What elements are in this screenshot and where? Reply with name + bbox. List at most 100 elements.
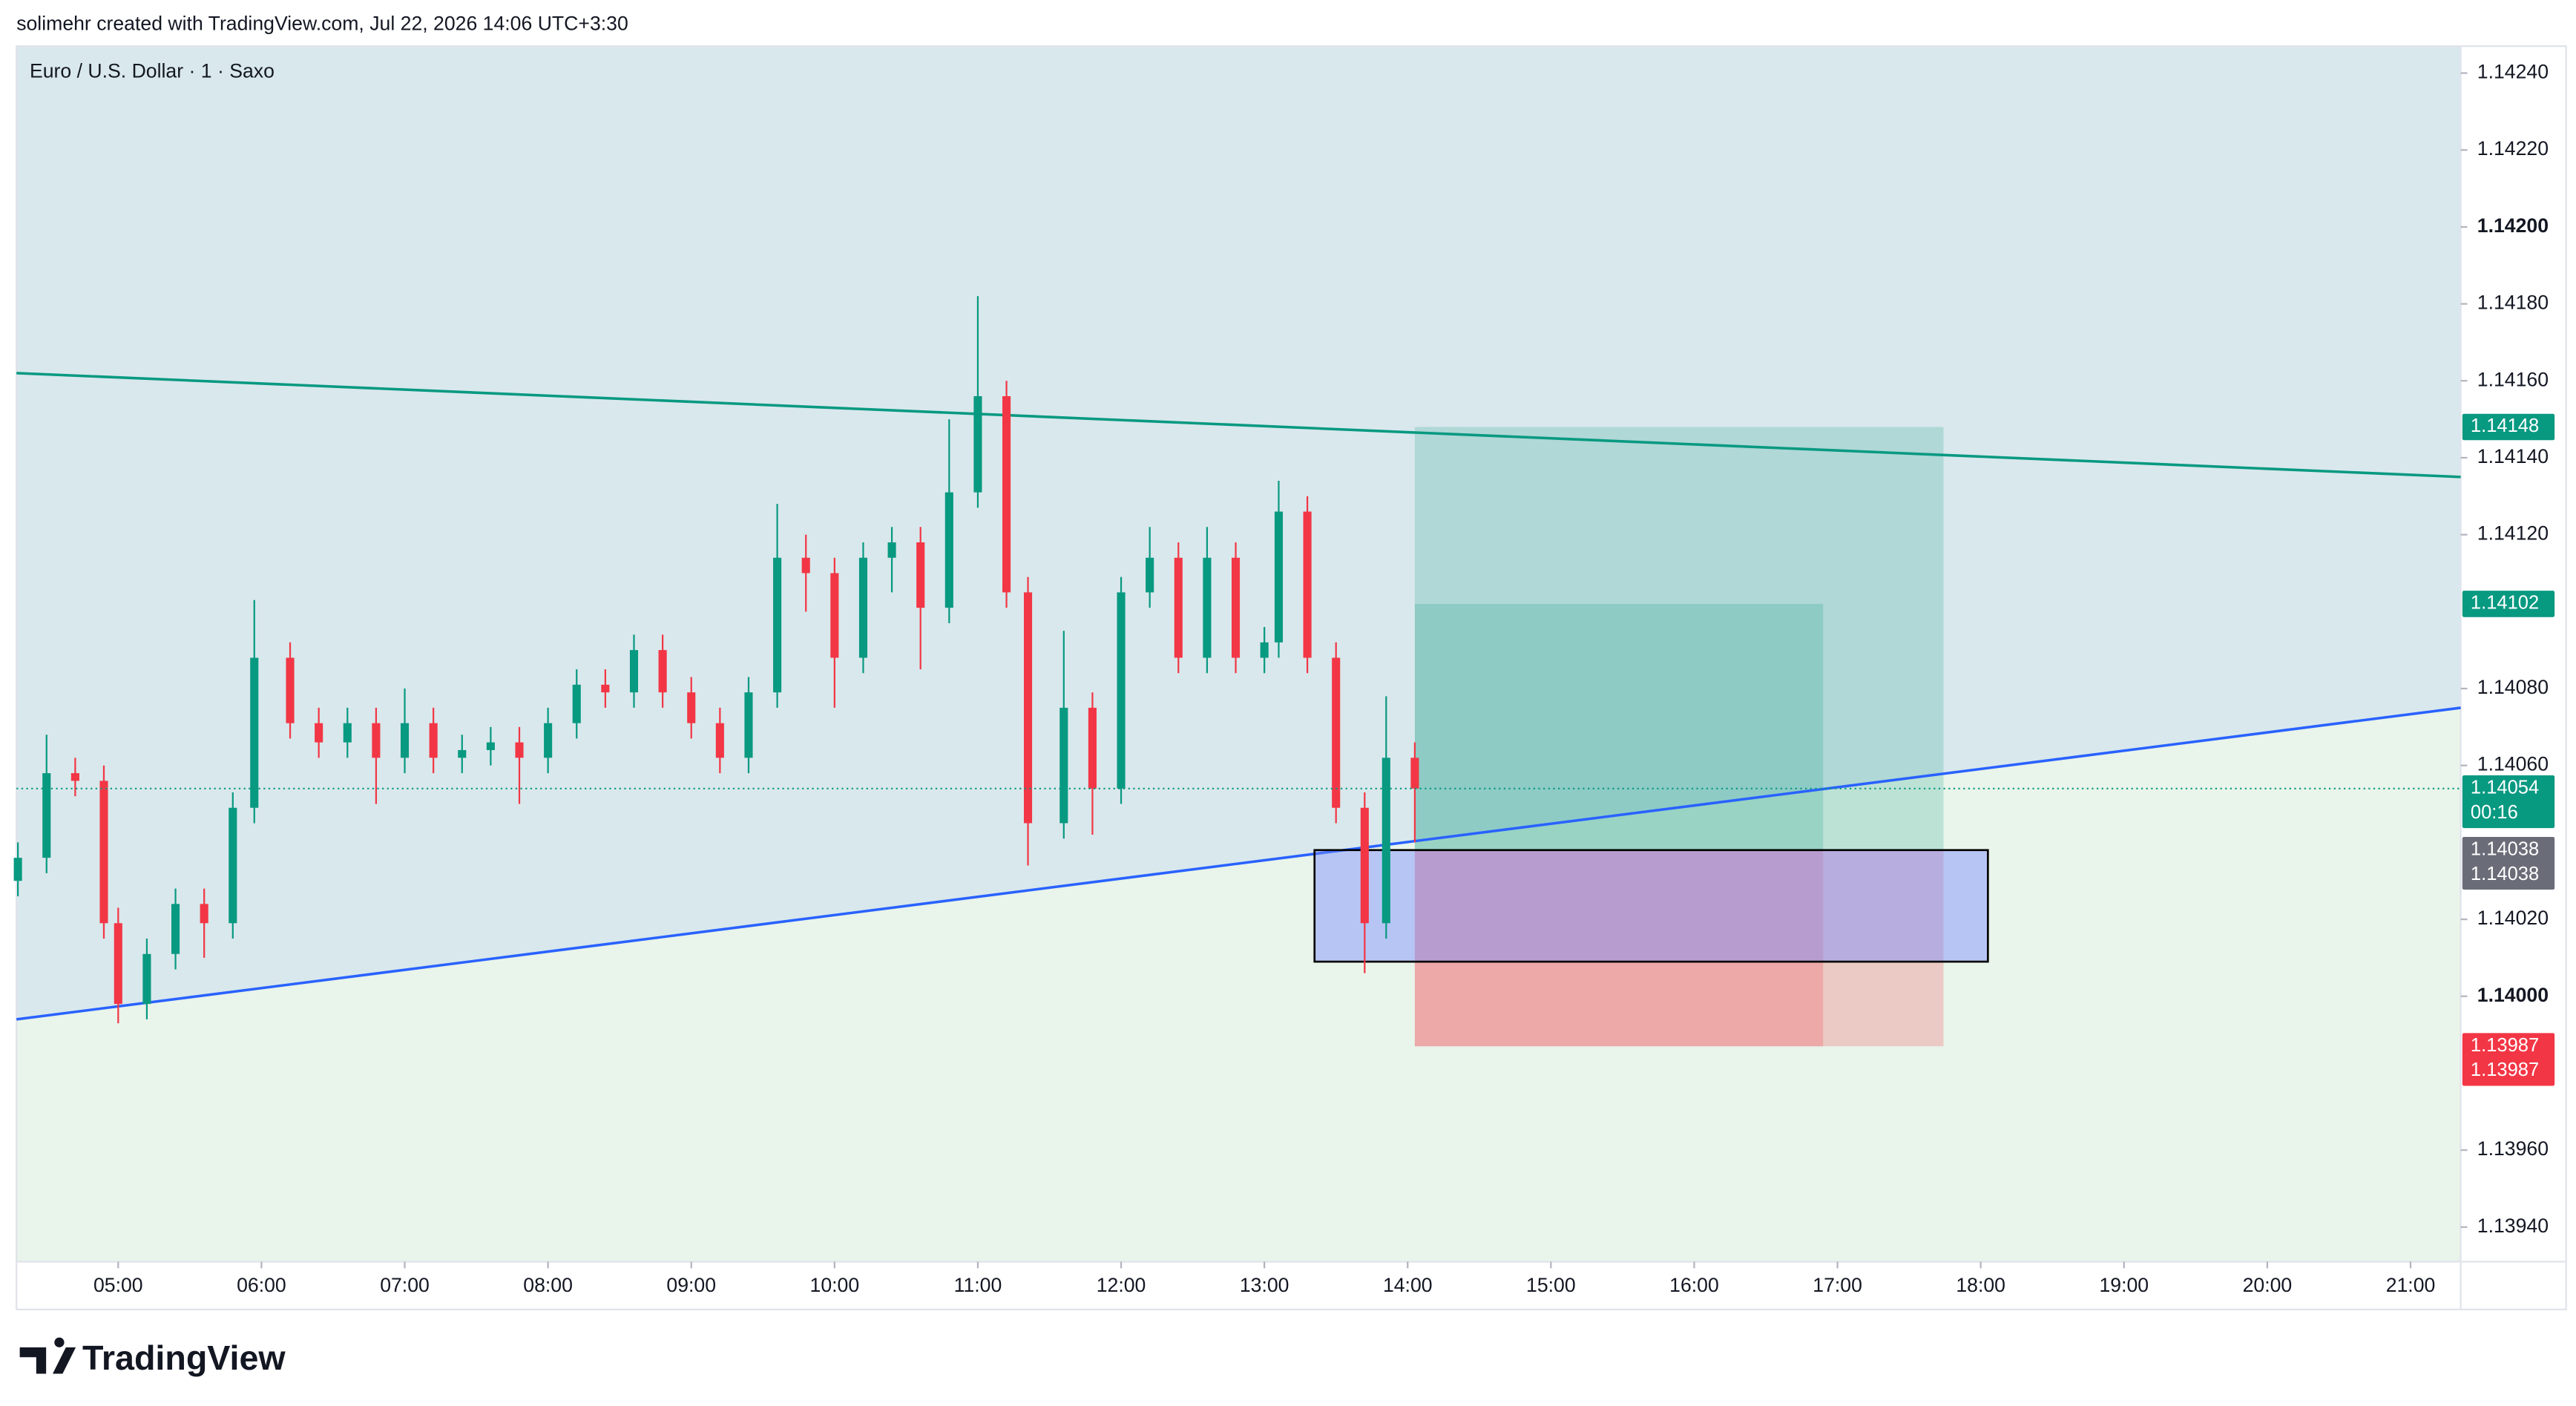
- y-tick-label: 1.14220: [2477, 137, 2549, 160]
- lower-background: [16, 707, 2461, 1262]
- candle-body: [1174, 557, 1183, 658]
- candle-body: [544, 723, 553, 758]
- x-tick-label: 06:00: [237, 1274, 286, 1296]
- candle-body: [944, 492, 953, 608]
- header-credit: solimehr created with TradingView.com, J…: [16, 12, 628, 34]
- logo-icon: [19, 1337, 76, 1374]
- price-badge-label: 1.14038: [2471, 864, 2539, 884]
- price-badge-label: 1.14148: [2471, 415, 2539, 436]
- candle-body: [171, 904, 180, 954]
- zone-rectangle: [1313, 849, 1989, 963]
- candle-body: [858, 557, 868, 658]
- y-tick-label: 1.14120: [2477, 522, 2549, 545]
- candle-body: [315, 723, 323, 743]
- price-badge: [2462, 413, 2555, 441]
- stop-zone: [1414, 850, 1944, 1047]
- candle-body: [916, 542, 925, 608]
- candle-body: [629, 650, 639, 693]
- candle-body: [1146, 557, 1154, 593]
- candle-body: [1303, 511, 1312, 658]
- stop-zone: [1414, 850, 1824, 1047]
- candle-body: [400, 723, 410, 758]
- y-tick-label: 1.13940: [2477, 1215, 2549, 1237]
- candle-body: [887, 542, 896, 558]
- candle-body: [142, 953, 151, 1005]
- candle-body: [1274, 511, 1284, 643]
- price-badge-label: 1.14038: [2471, 838, 2539, 859]
- trend-line: [16, 372, 2461, 479]
- x-tick-label: 21:00: [2386, 1274, 2436, 1296]
- y-tick-label: 1.14000: [2477, 984, 2549, 1006]
- candle-body: [1381, 758, 1390, 924]
- y-tick-label: 1.13960: [2477, 1137, 2549, 1160]
- y-tick-label: 1.14060: [2477, 753, 2549, 775]
- x-tick-label: 08:00: [523, 1274, 573, 1296]
- candle-body: [572, 684, 581, 723]
- y-tick-label: 1.14140: [2477, 445, 2549, 467]
- candle-body: [773, 557, 782, 693]
- candle-body: [1088, 707, 1097, 789]
- candle-body: [114, 923, 122, 1005]
- plot: 1.14240 1.14220 1.14200 1.14180 1.14160 1.141…: [13, 45, 2567, 1310]
- price-badge: [2462, 1033, 2555, 1086]
- y-tick-label: 1.14180: [2477, 292, 2549, 314]
- candle-body: [343, 723, 352, 743]
- candle-body: [515, 742, 524, 758]
- price-badge: [2462, 775, 2555, 829]
- candle-body: [1360, 807, 1369, 924]
- candle-body: [1059, 707, 1068, 824]
- candle-body: [99, 781, 108, 924]
- target-zone: [1414, 427, 1944, 850]
- x-tick-label: 16:00: [1669, 1274, 1719, 1296]
- price-badge-label: 1.13987: [2471, 1060, 2539, 1080]
- candle-body: [372, 723, 381, 758]
- candle-body: [1231, 557, 1241, 658]
- frame: [16, 45, 2567, 1310]
- x-tick-label: 07:00: [380, 1274, 430, 1296]
- chart-title: Euro / U.S. Dollar · 1 · Saxo: [30, 60, 275, 82]
- x-tick-label: 14:00: [1383, 1274, 1433, 1296]
- candle-body: [486, 742, 495, 750]
- y-tick-label: 1.14240: [2477, 61, 2549, 83]
- x-tick-label: 12:00: [1097, 1274, 1146, 1296]
- candle-body: [1203, 557, 1212, 658]
- candle-body: [200, 904, 208, 924]
- candle-body: [601, 684, 610, 693]
- price-badge-label: 1.13987: [2471, 1035, 2539, 1056]
- candle-body: [286, 657, 295, 723]
- candle-body: [250, 657, 259, 808]
- brand: TradingView: [82, 1338, 286, 1377]
- candle-body: [229, 807, 237, 924]
- x-tick-label: 18:00: [1956, 1274, 2005, 1296]
- candle-body: [973, 395, 982, 493]
- y-tick-label: 1.14160: [2477, 368, 2549, 390]
- x-tick-label: 05:00: [93, 1274, 143, 1296]
- candle-body: [42, 773, 51, 858]
- price-badge: [2462, 836, 2555, 890]
- x-tick-label: 10:00: [810, 1274, 860, 1296]
- footer-logo: TradingView: [19, 1337, 286, 1377]
- candle-body: [429, 723, 438, 758]
- price-badge: [2462, 591, 2555, 617]
- candle-body: [1117, 592, 1126, 789]
- candle-body: [1023, 592, 1033, 824]
- target-zone: [1414, 603, 1824, 850]
- x-tick-label: 15:00: [1526, 1274, 1576, 1296]
- price-badge-label: 1.14054: [2471, 778, 2539, 798]
- candle-body: [1410, 758, 1419, 789]
- price-badge-label: 00:16: [2471, 802, 2518, 823]
- x-tick-label: 20:00: [2243, 1274, 2293, 1296]
- candle-body: [1260, 642, 1269, 658]
- candle-body: [744, 692, 753, 758]
- x-tick-label: 09:00: [666, 1274, 716, 1296]
- candle-body: [1002, 395, 1011, 593]
- y-tick-label: 1.14080: [2477, 676, 2549, 698]
- candle-body: [801, 557, 810, 574]
- candle-body: [13, 858, 22, 881]
- trend-line: [16, 706, 2461, 1021]
- candle-body: [658, 650, 667, 693]
- candle-body: [70, 773, 79, 781]
- price-badge-label: 1.14102: [2471, 593, 2539, 614]
